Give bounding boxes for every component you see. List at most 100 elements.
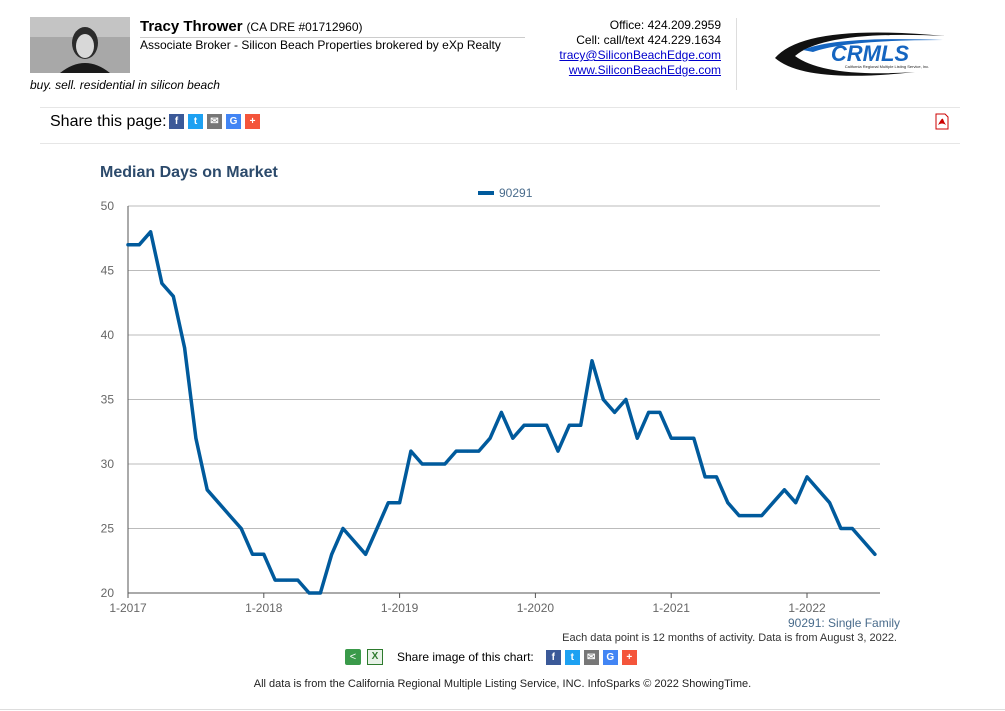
office-phone: Office: 424.209.2959 [609,18,721,32]
facebook-icon[interactable]: f [169,114,184,129]
facebook-icon[interactable]: f [545,649,561,665]
data-point [160,281,164,285]
data-point [726,501,730,505]
y-tick-label: 20 [101,586,115,600]
cell-phone: Cell: call/text 424.229.1634 [576,33,721,47]
data-point [454,449,458,453]
data-point [715,475,718,479]
pdf-icon[interactable] [934,113,950,130]
y-tick-label: 40 [101,328,115,342]
share-image-row: < X Share image of this chart: f t ✉ G + [345,649,637,665]
data-point [228,514,232,518]
data-point [352,539,356,543]
data-point [137,243,141,247]
series-caption: 90291: Single Family [788,616,901,630]
footer-text: All data is from the California Regional… [253,678,752,690]
plus-icon[interactable]: + [245,114,260,129]
y-tick-label: 50 [101,199,115,213]
data-point [692,436,696,440]
data-point [284,578,288,582]
data-point [432,462,436,466]
data-point [794,501,798,505]
data-point [375,527,379,530]
google-icon[interactable]: G [602,649,618,665]
x-tick-label: 1-2018 [245,601,283,615]
data-point [296,578,300,582]
data-point [658,410,662,414]
data-point [850,527,854,530]
chart-area: 20 25 30 35 40 45 50 1-2017 1-2018 1-2019 1-2020 1-… [0,180,1005,625]
data-point [760,514,764,518]
data-point [126,243,130,247]
data-point [194,436,198,440]
data-point [251,552,254,556]
data-point [511,436,515,440]
share-page-label: Share this page: [50,113,167,130]
data-point [748,514,752,518]
website-link[interactable]: www.SiliconBeachEdge.com [568,63,721,77]
header-divider [140,37,525,38]
data-point [862,539,866,543]
data-point [262,552,266,556]
data-point [828,501,832,505]
email-icon[interactable]: ✉ [583,649,599,665]
data-point [669,436,673,440]
data-point [398,501,402,505]
agent-name: Tracy Thrower [140,18,243,35]
excel-icon[interactable]: X [367,649,383,665]
data-point [533,423,537,427]
data-point [239,527,243,530]
data-point [499,410,503,414]
crmls-logo: CRMLS California Regional Multiple Listi… [765,28,955,78]
agent-photo [30,17,130,73]
share-bar-bottom-border [40,143,960,144]
data-point [364,552,368,556]
data-point [647,410,651,414]
data-point [590,359,594,363]
contact-block: Office: 424.209.2959 Cell: call/text 424… [559,18,721,78]
data-point [477,449,481,453]
data-point [386,501,390,505]
x-tick-label: 1-2017 [109,601,147,615]
data-point [579,423,583,427]
data-point [613,410,617,414]
data-point [183,346,187,350]
legend-label: 90291 [499,186,533,200]
data-point [635,436,639,440]
x-tick-label: 1-2019 [381,601,419,615]
data-point [805,475,809,479]
twitter-icon[interactable]: t [188,114,203,129]
share-icon[interactable]: < [345,649,361,665]
share-bar-top-border [40,107,960,108]
share-page-icons: f t ✉ G + [169,114,260,129]
y-tick-label: 35 [101,393,115,407]
data-point [681,436,684,440]
email-link[interactable]: tracy@SiliconBeachEdge.com [559,48,721,62]
data-point [737,514,741,518]
data-point [839,527,843,530]
email-icon[interactable]: ✉ [207,114,222,129]
data-point [782,488,786,492]
data-point [556,449,560,453]
data-point [601,398,605,401]
y-tick-label: 25 [101,522,115,536]
data-point [443,462,447,466]
data-point [488,436,492,440]
median-days-chart: 20 25 30 35 40 45 50 1-2017 1-2018 1-2019 1-2020 1-… [101,186,880,615]
x-tick-label: 1-2020 [517,601,555,615]
chart-title: Median Days on Market [100,164,278,181]
twitter-icon[interactable]: t [564,649,580,665]
data-point [409,449,413,453]
plus-icon[interactable]: + [621,649,637,665]
agent-tagline: buy. sell. residential in silicon beach [30,78,220,92]
data-point [318,591,322,595]
data-point [703,475,707,479]
data-point [171,294,175,298]
google-icon[interactable]: G [226,114,241,129]
data-point [217,501,220,505]
data-point [205,488,209,492]
data-point [873,552,877,556]
y-tick-label: 45 [101,264,115,278]
y-tick-label: 30 [101,457,115,471]
chart-note: Each data point is 12 months of activity… [562,632,897,644]
